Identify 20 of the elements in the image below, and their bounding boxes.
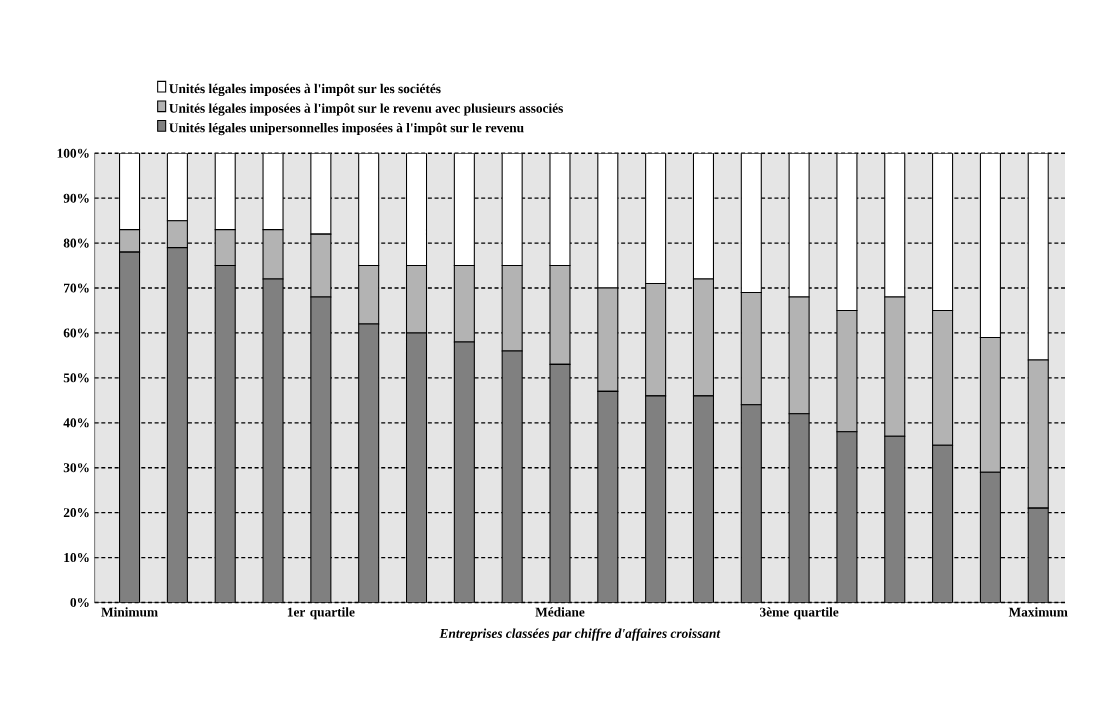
x-tick-label: Maximum	[1008, 607, 1068, 617]
y-tick-label: 40%	[63, 418, 89, 428]
y-tick-label: 70%	[64, 283, 89, 293]
legend-label: Unités légales imposées à l'impôt sur le revenu avec plusieurs associés	[169, 103, 563, 116]
y-tick-label: 30%	[63, 463, 89, 473]
y-tick-label: 0%	[70, 597, 89, 607]
legend-label: Unités légales imposées à l'impôt sur les sociétés	[169, 83, 441, 96]
y-tick-label: 50%	[63, 373, 89, 383]
y-tick-label: 60%	[63, 328, 89, 338]
y-tick-label: 100%	[57, 148, 89, 158]
y-tick-label: 10%	[64, 552, 89, 563]
x-axis-title: Entreprises classées par chiffre d'affaires croissant	[439, 628, 721, 641]
y-tick-label: 20%	[63, 508, 89, 518]
y-tick-label: 80%	[63, 238, 89, 248]
legend-label: Unités légales unipersonnelles imposées à l'impôt sur le revenu	[169, 122, 524, 136]
x-tick-label: Médiane	[535, 607, 585, 617]
x-tick-label: Minimum	[101, 607, 158, 617]
y-tick-label: 90%	[63, 193, 89, 203]
x-tick-label: 1er quartile	[287, 607, 355, 620]
x-tick-label: 3ème quartile	[760, 607, 839, 620]
